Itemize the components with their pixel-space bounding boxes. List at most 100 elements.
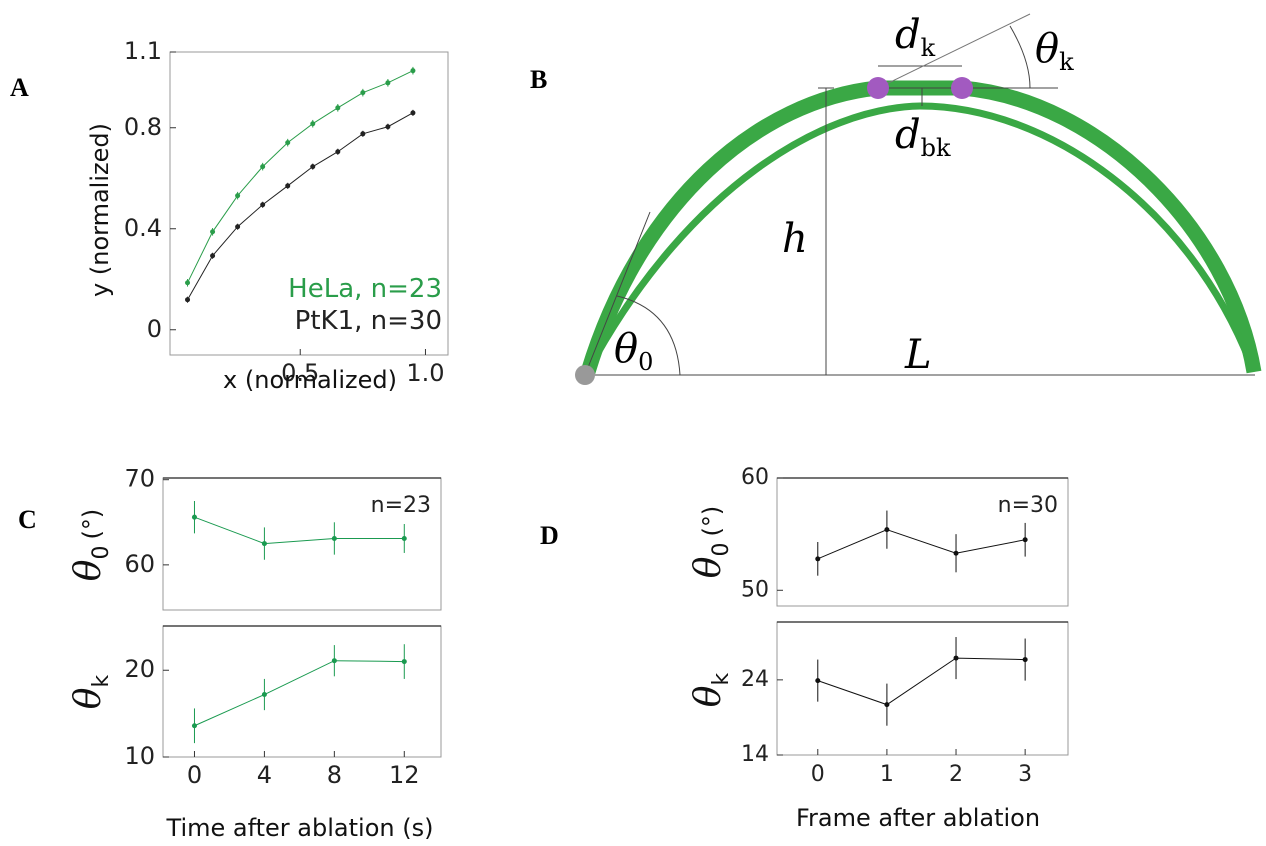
label-h: h [782,216,808,262]
annotation: n=30 [998,493,1058,518]
y-axis-label: θ0 (°) [688,506,734,578]
y-label-sub: 0 [709,543,734,557]
bead [951,77,973,99]
data-point [385,124,391,130]
panel-letter: A [10,73,29,102]
y-label-symbol: θ [688,685,729,707]
y-tick-label: 0.8 [124,113,162,141]
data-point [285,140,291,146]
data-point [335,105,341,111]
bead-anchor [575,365,595,385]
theta0-arc [616,295,681,376]
data-point [953,550,959,556]
data-point [191,514,197,520]
y-tick-label: 60 [124,550,155,578]
data-point [261,541,267,547]
y-tick-label: 10 [124,742,155,770]
data-point [410,110,416,116]
x-tick-label: 8 [327,761,342,789]
y-label-text: y (normalized) [86,123,114,297]
y-axis-label: θk [688,673,734,708]
y-tick-label: 0.4 [124,214,162,242]
y-label-sub: 0 [89,546,114,560]
x-tick-label: 12 [389,761,420,789]
data-point [401,659,407,665]
diagram [575,13,1262,385]
y-tick-label: 60 [741,465,769,490]
panel-letter: B [530,65,547,94]
label-theta0: θ0 [614,326,653,376]
y-tick-label: 0 [147,315,162,343]
bead [867,77,889,99]
data-point [335,149,341,155]
data-point [210,253,216,259]
filament-inner [592,102,1254,364]
thetak-arc [1009,25,1031,89]
x-tick-label: 0 [187,761,202,789]
data-point [310,121,316,127]
legend-entry: HeLa, n=23 [288,274,442,304]
y-label-sub: k [89,675,114,688]
y-tick-label: 70 [124,465,155,493]
series-line [817,529,1026,560]
y-tick-label: 24 [741,667,769,692]
legend-entry: PtK1, n=30 [295,306,442,336]
y-label-symbol: θ [68,559,109,581]
tangent-0 [584,211,651,376]
data-point [815,678,821,684]
y-axis-label: y (normalized) [86,123,114,297]
x-tick-label: 3 [1018,762,1032,787]
panel-letter: D [540,521,559,550]
data-point [360,131,366,137]
y-label-unit: (°) [698,506,726,537]
data-point [884,702,890,708]
data-point [191,723,197,729]
y-tick-label: 1.1 [124,37,162,65]
label-dbk: dbk [895,112,951,162]
data-point [1022,537,1028,543]
plot-frame [169,51,449,356]
series-line [187,70,414,284]
data-point [235,224,241,230]
plot-frame [162,625,442,758]
label-L: L [904,332,932,378]
data-point [360,90,366,96]
tangent [877,13,1031,89]
series-line [817,657,1026,706]
y-label-symbol: θ [688,556,729,578]
y-tick-label: 20 [124,655,155,683]
data-point [185,297,191,303]
y-tick-label: 50 [741,577,769,602]
data-point [884,527,890,533]
x-axis-label: Frame after ablation [796,804,1040,832]
data-point [331,535,337,541]
y-label-unit: (°) [78,509,106,540]
label-thetak: θk [1035,26,1074,76]
data-point [260,202,266,208]
x-tick-label: 2 [949,762,963,787]
x-tick-label: 0 [811,762,825,787]
data-point [331,658,337,664]
data-point [260,164,266,170]
data-point [953,655,959,661]
series-line [187,112,414,300]
data-point [401,535,407,541]
data-point [185,280,191,286]
y-label-sub: k [709,673,734,686]
data-point [1022,657,1028,663]
x-tick-label: 0.5 [281,359,319,387]
x-tick-label: 4 [257,761,272,789]
label-dk: dk [895,12,936,62]
data-point [385,80,391,86]
data-point [815,556,821,562]
y-axis-label: θ0 (°) [68,509,114,581]
data-point [210,229,216,235]
x-axis-label: Time after ablation (s) [166,814,434,842]
x-axis-label: x (normalized) [223,366,397,394]
x-tick-label: 1.0 [406,359,444,387]
data-point [235,193,241,199]
data-point [310,164,316,170]
series-line [194,516,405,545]
x-tick-label: 1 [880,762,894,787]
